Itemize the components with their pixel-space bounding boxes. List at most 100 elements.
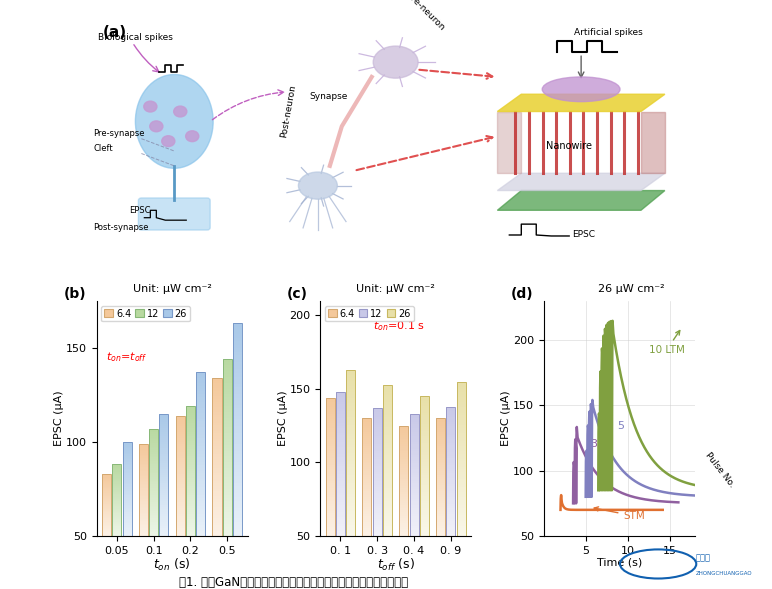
Bar [383,425,392,428]
Bar [149,481,158,482]
Bar [362,505,371,507]
Bar [457,410,466,412]
Bar [436,534,445,536]
Bar [175,470,185,472]
Bar [175,502,185,504]
Bar [373,432,382,434]
Bar [102,475,111,476]
Bar [149,459,158,461]
Bar [175,508,185,510]
Bar [123,475,131,477]
Bar [123,512,131,514]
Bar [159,487,168,489]
Bar [399,468,408,470]
Bar [196,429,205,432]
Bar [362,508,371,511]
Bar [383,432,392,435]
Bar [336,476,345,478]
Bar [123,461,131,462]
Bar [420,494,429,497]
Bar [336,485,345,488]
Bar [420,487,429,489]
Bar [383,387,392,390]
Bar [233,352,242,355]
Bar [373,421,382,423]
Bar [446,445,455,448]
Bar [383,508,392,511]
Bar [112,468,121,469]
Bar [233,341,242,345]
Bar [196,411,205,413]
Bar [233,408,242,412]
Bar [233,362,242,366]
Bar [457,436,466,438]
Bar [346,450,355,453]
Bar [420,415,429,417]
Bar [112,529,121,530]
Bar [399,457,408,459]
Bar [409,473,418,475]
Bar [139,488,148,490]
Bar [446,454,455,456]
Bar [436,440,445,442]
Bar [446,467,455,469]
Bar [373,442,382,444]
Bar [186,478,195,479]
Bar [399,494,408,495]
Bar [233,394,242,398]
Bar [383,501,392,503]
Bar [149,436,158,438]
Bar [186,475,195,478]
Bar [409,526,418,528]
Bar [233,323,242,536]
Bar [212,452,222,454]
Bar [409,515,418,518]
Bar [409,522,418,524]
Bar [336,478,345,481]
Bar [336,469,345,471]
Bar [196,506,205,509]
Bar [346,373,355,375]
Bar [139,470,148,471]
Bar [196,446,205,449]
Bar [420,531,429,534]
Bar [409,508,418,509]
Bar [102,513,111,514]
Bar [212,431,222,434]
Bar [446,530,455,532]
Bar [336,438,345,440]
Y-axis label: EPSC (μA): EPSC (μA) [502,391,512,446]
Bar [112,504,121,505]
Bar [346,389,355,392]
Bar [409,452,418,455]
Bar [373,502,382,504]
Bar [436,505,445,507]
Bar [149,466,158,468]
Bar [186,493,195,495]
Bar [196,511,205,514]
Bar [346,484,355,486]
Bar [457,438,466,441]
Bar [326,458,334,460]
Bar [336,402,345,404]
Bar [149,468,158,470]
Bar [139,487,148,488]
Bar [457,389,466,392]
Bar [212,502,222,504]
Bar [223,359,232,362]
Bar [346,464,355,466]
Bar [196,449,205,451]
Bar [112,467,121,468]
Bar [123,501,131,503]
Bar [373,495,382,498]
Bar [409,424,418,426]
Bar [346,428,355,431]
Bar [196,454,205,457]
Bar [399,534,408,536]
Bar [457,528,466,531]
Bar [149,498,158,500]
Bar [457,474,466,477]
Bar [373,415,382,416]
Bar [196,525,205,528]
Bar [446,465,455,467]
